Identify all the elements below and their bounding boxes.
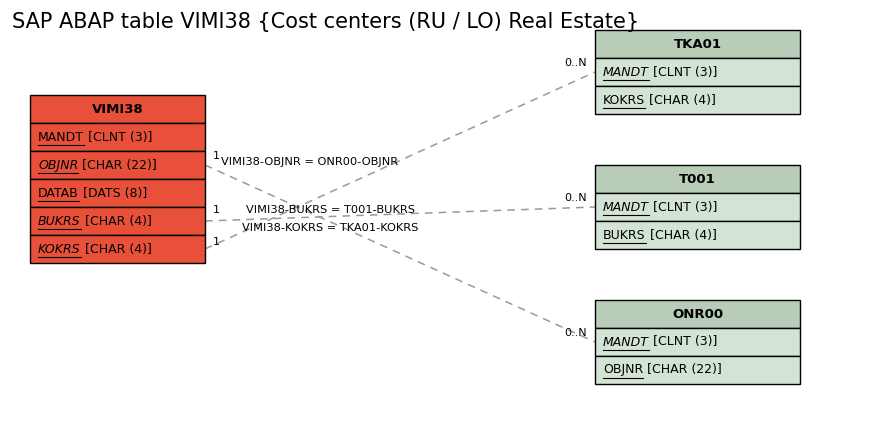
Text: KOKRS: KOKRS	[603, 93, 645, 106]
FancyBboxPatch shape	[595, 328, 800, 356]
Text: 0..N: 0..N	[564, 193, 587, 203]
Text: VIMI38-KOKRS = TKA01-KOKRS: VIMI38-KOKRS = TKA01-KOKRS	[242, 223, 418, 233]
FancyBboxPatch shape	[30, 151, 205, 179]
Text: [CHAR (22)]: [CHAR (22)]	[78, 159, 157, 171]
Text: 0..N: 0..N	[564, 328, 587, 338]
FancyBboxPatch shape	[595, 86, 800, 114]
Text: [CHAR (4)]: [CHAR (4)]	[80, 214, 152, 228]
FancyBboxPatch shape	[30, 179, 205, 207]
FancyBboxPatch shape	[30, 123, 205, 151]
FancyBboxPatch shape	[595, 300, 800, 328]
Text: 1: 1	[213, 151, 220, 161]
Text: BUKRS: BUKRS	[603, 229, 645, 241]
Text: [CHAR (22)]: [CHAR (22)]	[644, 364, 722, 377]
Text: DATAB: DATAB	[38, 187, 78, 199]
Text: MANDT: MANDT	[603, 335, 649, 349]
Text: VIMI38: VIMI38	[91, 102, 144, 116]
Text: ONR00: ONR00	[672, 307, 723, 320]
Text: 1: 1	[213, 205, 220, 215]
FancyBboxPatch shape	[595, 30, 800, 58]
Text: VIMI38-BUKRS = T001-BUKRS: VIMI38-BUKRS = T001-BUKRS	[246, 205, 415, 215]
FancyBboxPatch shape	[595, 165, 800, 193]
Text: TKA01: TKA01	[673, 38, 721, 51]
FancyBboxPatch shape	[30, 207, 205, 235]
Text: KOKRS: KOKRS	[38, 242, 80, 256]
Text: T001: T001	[679, 172, 716, 186]
Text: OBJNR: OBJNR	[38, 159, 78, 171]
FancyBboxPatch shape	[30, 235, 205, 263]
Text: [CHAR (4)]: [CHAR (4)]	[645, 229, 717, 241]
Text: [CLNT (3)]: [CLNT (3)]	[649, 335, 717, 349]
Text: MANDT: MANDT	[38, 131, 84, 144]
FancyBboxPatch shape	[595, 58, 800, 86]
Text: [CHAR (4)]: [CHAR (4)]	[645, 93, 716, 106]
Text: MANDT: MANDT	[603, 66, 649, 78]
Text: OBJNR: OBJNR	[603, 364, 644, 377]
Text: [CLNT (3)]: [CLNT (3)]	[649, 66, 717, 78]
Text: VIMI38-OBJNR = ONR00-OBJNR: VIMI38-OBJNR = ONR00-OBJNR	[221, 157, 399, 167]
Text: [CLNT (3)]: [CLNT (3)]	[84, 131, 152, 144]
Text: [CHAR (4)]: [CHAR (4)]	[80, 242, 152, 256]
Text: [CLNT (3)]: [CLNT (3)]	[649, 201, 717, 214]
FancyBboxPatch shape	[595, 193, 800, 221]
FancyBboxPatch shape	[595, 356, 800, 384]
FancyBboxPatch shape	[595, 221, 800, 249]
Text: 1: 1	[213, 237, 220, 247]
Text: 0..N: 0..N	[564, 58, 587, 68]
Text: SAP ABAP table VIMI38 {Cost centers (RU / LO) Real Estate}: SAP ABAP table VIMI38 {Cost centers (RU …	[12, 12, 639, 32]
Text: [DATS (8)]: [DATS (8)]	[78, 187, 147, 199]
Text: MANDT: MANDT	[603, 201, 649, 214]
FancyBboxPatch shape	[30, 95, 205, 123]
Text: BUKRS: BUKRS	[38, 214, 80, 228]
